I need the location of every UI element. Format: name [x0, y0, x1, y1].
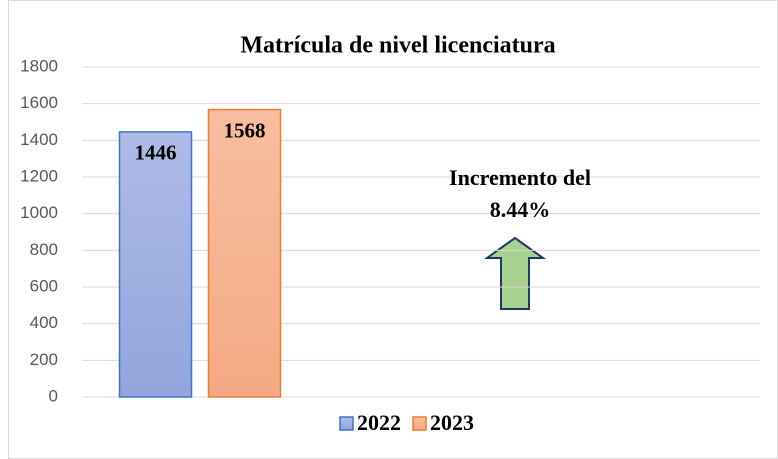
y-tick-label: 1000: [20, 203, 58, 222]
y-tick-label: 600: [30, 276, 58, 295]
data-label: 1446: [135, 141, 177, 165]
data-label: 1568: [224, 118, 266, 142]
bar: [207, 108, 282, 398]
y-tick-label: 200: [30, 350, 58, 369]
y-tick-label: 1400: [20, 130, 58, 149]
y-tick-label: 1800: [20, 56, 58, 75]
annotation: 8.44%: [490, 197, 551, 222]
legend-label: 2022: [357, 410, 401, 435]
legend-label: 2023: [430, 410, 474, 435]
chart-title: Matrícula de nivel licenciatura: [240, 33, 555, 59]
y-tick-label: 0: [49, 386, 58, 405]
y-tick-label: 1200: [20, 166, 58, 185]
y-tick-label: 1600: [20, 93, 58, 112]
y-tick-label: 400: [30, 313, 58, 332]
increase-arrow: [483, 236, 547, 310]
legend-swatch: [412, 416, 427, 431]
bar: [118, 131, 193, 398]
annotation: Incremento del: [449, 165, 591, 190]
legend-swatch: [339, 416, 354, 431]
y-tick-label: 800: [30, 240, 58, 259]
